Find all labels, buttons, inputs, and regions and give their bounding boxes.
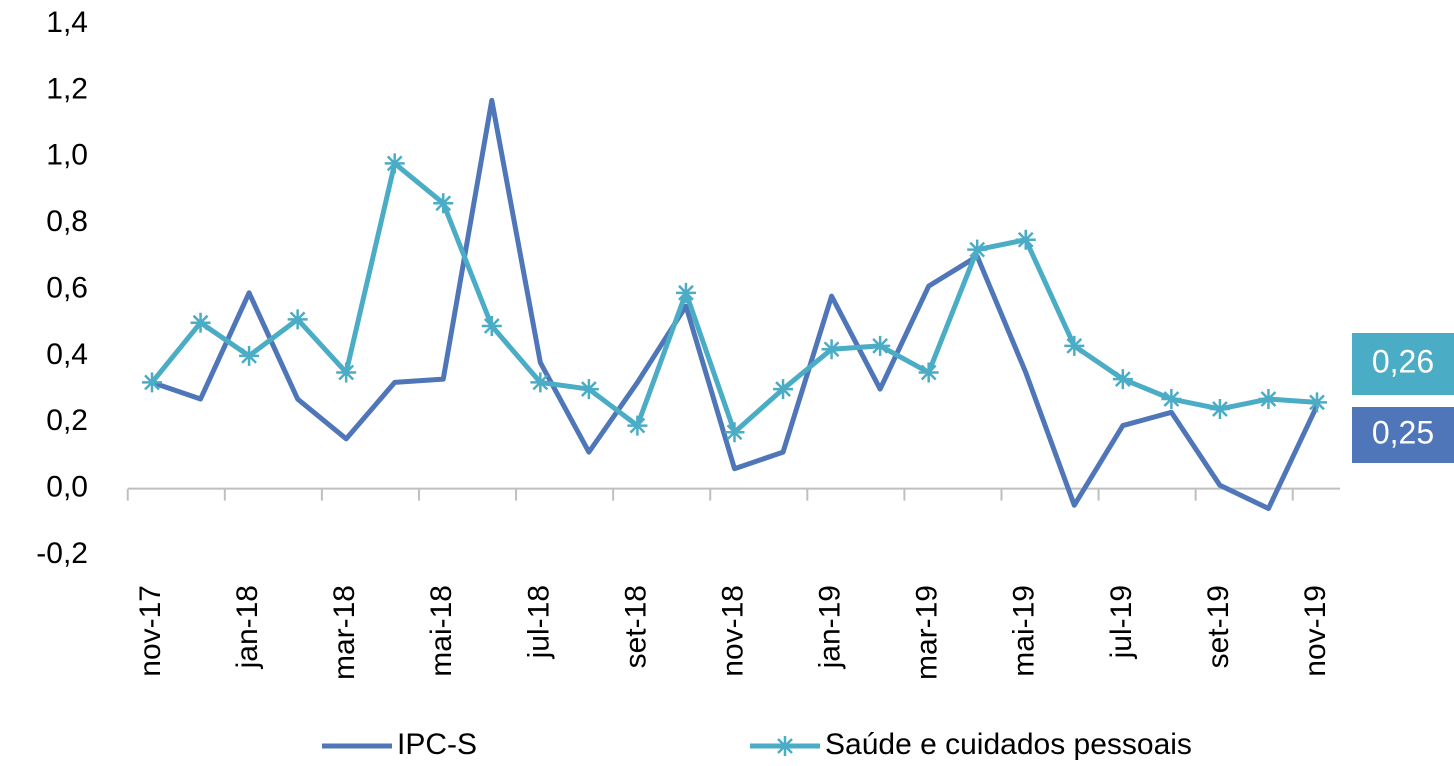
value-label: 0,25 — [1372, 414, 1434, 450]
point-marker — [627, 415, 648, 436]
point-marker — [481, 316, 502, 337]
point-marker — [870, 335, 891, 356]
series-line — [150, 160, 1318, 435]
point-marker — [578, 379, 599, 400]
x-tick-label: mai-18 — [425, 585, 458, 677]
x-tick-label: jan-18 — [231, 585, 264, 669]
point-marker — [336, 362, 357, 383]
point-marker — [190, 312, 211, 333]
y-tick-label: 0,6 — [46, 271, 88, 304]
y-tick-label: 1,0 — [46, 139, 88, 172]
value-label-box — [1352, 407, 1454, 463]
point-marker — [142, 372, 162, 393]
point-marker — [675, 282, 696, 303]
point-marker — [384, 153, 405, 174]
point-marker — [967, 239, 988, 260]
legend-label: IPC-S — [397, 728, 477, 761]
y-tick-label: 1,4 — [46, 6, 88, 39]
point-marker — [1112, 369, 1133, 390]
x-tick-label: mar-18 — [328, 585, 361, 680]
x-tick-label: jul-19 — [1105, 585, 1138, 659]
point-marker — [239, 345, 260, 366]
series-line — [151, 97, 1320, 512]
point-marker — [1258, 389, 1279, 410]
y-tick-label: 0,0 — [46, 471, 88, 504]
x-tick-label: mar-19 — [911, 585, 944, 680]
point-marker — [724, 422, 745, 443]
y-tick-label: 0,2 — [46, 404, 88, 437]
x-tick-label: jul-18 — [522, 585, 555, 659]
value-label: 0,26 — [1372, 343, 1434, 379]
legend-marker — [775, 736, 795, 756]
x-tick-label: nov-17 — [134, 585, 167, 677]
point-marker — [773, 379, 794, 400]
point-marker — [1209, 398, 1230, 419]
x-tick-label: mai-19 — [1008, 585, 1041, 677]
point-marker — [287, 309, 308, 330]
point-marker — [1307, 392, 1327, 413]
x-tick-label: jan-19 — [814, 585, 847, 669]
value-label-box — [1352, 333, 1454, 395]
point-marker — [530, 372, 551, 393]
point-marker — [821, 339, 842, 360]
x-tick-label: set-19 — [1202, 585, 1235, 668]
x-tick-label: nov-18 — [716, 585, 749, 677]
y-tick-label: 0,4 — [46, 338, 88, 371]
y-tick-label: 1,2 — [46, 72, 88, 105]
y-tick-label: -0,2 — [36, 537, 88, 570]
legend-label: Saúde e cuidados pessoais — [825, 728, 1192, 761]
point-marker — [1015, 229, 1036, 250]
x-tick-label: set-18 — [619, 585, 652, 668]
point-marker — [1161, 389, 1182, 410]
point-marker — [433, 193, 454, 214]
point-marker — [1064, 335, 1085, 356]
x-tick-label: nov-19 — [1299, 585, 1332, 677]
y-tick-label: 0,8 — [46, 205, 88, 238]
point-marker — [918, 362, 939, 383]
